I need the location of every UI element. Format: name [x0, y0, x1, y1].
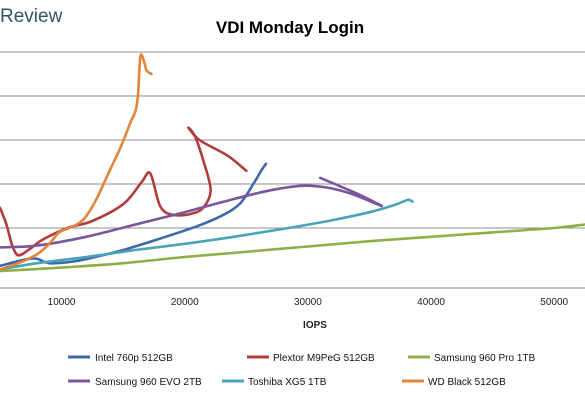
gridlines	[0, 51, 585, 289]
chart-title: VDI Monday Login	[216, 18, 364, 37]
series-line-5	[0, 198, 414, 271]
legend-label-6: WD Black 512GB	[428, 377, 506, 388]
series-line-1	[0, 162, 268, 268]
site-logo-text: Review	[0, 6, 63, 27]
legend-label-1: Intel 760p 512GB	[95, 353, 173, 364]
x-axis-ticks: 10000 20000 30000 40000 50000	[48, 297, 569, 308]
x-tick-label: 30000	[294, 297, 322, 308]
legend-label-5: Toshiba XG5 1TB	[248, 377, 327, 388]
series-line-4	[0, 176, 384, 249]
x-tick-label: 40000	[417, 297, 445, 308]
series-lines	[0, 53, 585, 273]
series-line-2	[0, 126, 248, 257]
x-tick-label: 20000	[171, 297, 199, 308]
series-line-3	[0, 223, 585, 273]
series-line-6	[0, 53, 153, 271]
legend-label-2: Plextor M9PeG 512GB	[273, 353, 375, 364]
legend-label-3: Samsung 960 Pro 1TB	[434, 353, 535, 364]
x-tick-label: 10000	[48, 297, 76, 308]
legend-label-4: Samsung 960 EVO 2TB	[95, 377, 202, 388]
x-tick-label: 50000	[540, 297, 568, 308]
chart-legend: Intel 760p 512GB Plextor M9PeG 512GB Samsu…	[68, 353, 535, 388]
x-axis-label: IOPS	[303, 320, 327, 331]
